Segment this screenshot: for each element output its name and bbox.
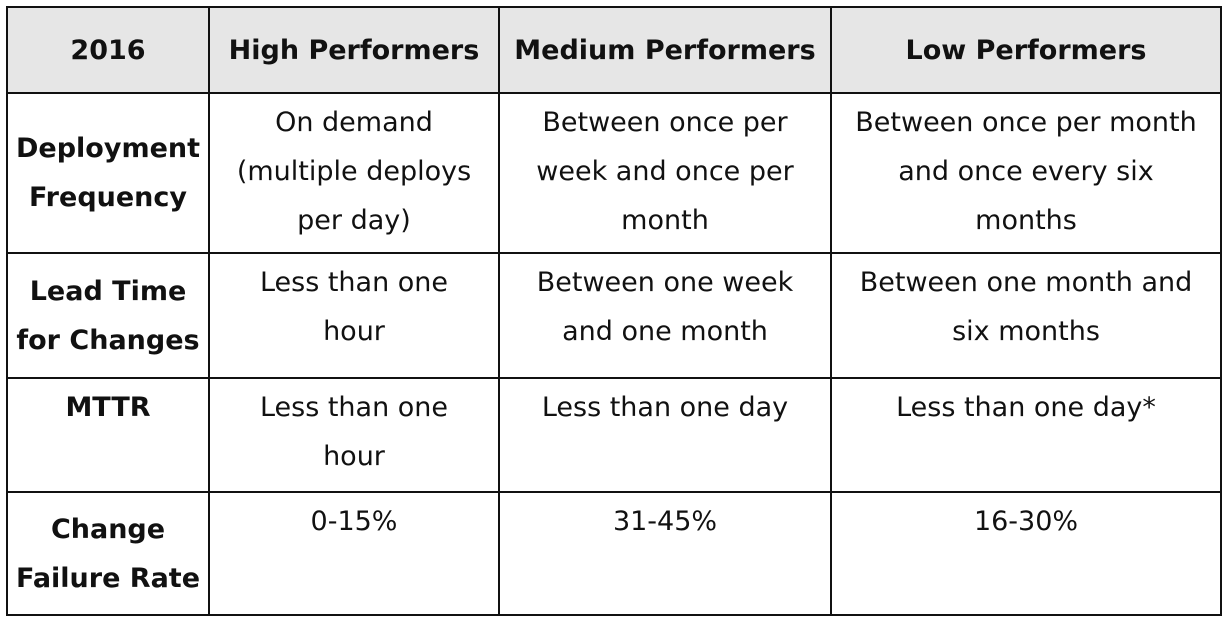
cell-line: six months — [952, 316, 1100, 347]
cell-medium: Between once per week and once per month — [498, 92, 832, 254]
cell-line: 16-30% — [973, 506, 1079, 537]
cell-line: 31-45% — [612, 506, 718, 537]
cell-line: hour — [323, 316, 385, 347]
row-label-line: for Changes — [16, 324, 200, 356]
cell-line: Between once per month — [855, 107, 1197, 138]
performance-comparison-table: 2016 High Performers Medium Performers L… — [6, 6, 1222, 616]
cell-line: Less than one day* — [896, 392, 1156, 423]
cell-line: 0-15% — [310, 506, 398, 537]
row-label: Deployment Frequency — [6, 92, 210, 254]
header-medium-performers: Medium Performers — [498, 6, 832, 94]
cell-medium: 31-45% — [498, 491, 832, 616]
header-low-performers: Low Performers — [830, 6, 1222, 94]
cell-line: month — [621, 205, 709, 236]
cell-low: Between one month and six months — [830, 252, 1222, 379]
cell-high: 0-15% — [208, 491, 500, 616]
cell-low: Between once per month and once every si… — [830, 92, 1222, 254]
row-label: MTTR — [6, 377, 210, 493]
row-label: Lead Time for Changes — [6, 252, 210, 379]
cell-line: On demand — [275, 107, 433, 138]
row-label-line: Lead Time — [29, 275, 187, 307]
cell-line: Between one month and — [859, 267, 1193, 298]
cell-line: week and once per — [536, 156, 794, 187]
cell-line: Less than one — [259, 267, 449, 298]
row-label-line: MTTR — [65, 392, 151, 423]
cell-line: Between once per — [542, 107, 788, 138]
cell-line: and one month — [562, 316, 768, 347]
table-row-mttr: MTTR Less than one hour Less than one da… — [6, 377, 1222, 493]
table-row-lead-time: Lead Time for Changes Less than one hour… — [6, 252, 1222, 379]
cell-line: (multiple deploys — [236, 156, 472, 187]
cell-high: On demand (multiple deploys per day) — [208, 92, 500, 254]
cell-medium: Less than one day — [498, 377, 832, 493]
table-row-deployment-frequency: Deployment Frequency On demand (multiple… — [6, 92, 1222, 254]
cell-low: Less than one day* — [830, 377, 1222, 493]
header-year: 2016 — [6, 6, 210, 94]
cell-high: Less than one hour — [208, 377, 500, 493]
row-label-line: Change — [50, 513, 166, 545]
cell-line: Less than one — [259, 392, 449, 423]
cell-line: Between one week — [536, 267, 794, 298]
cell-low: 16-30% — [830, 491, 1222, 616]
cell-high: Less than one hour — [208, 252, 500, 379]
header-row: 2016 High Performers Medium Performers L… — [6, 6, 1222, 94]
row-label-line: Frequency — [28, 182, 188, 213]
row-label-line: Deployment — [15, 133, 201, 164]
row-label: Change Failure Rate — [6, 491, 210, 616]
table-row-change-failure-rate: Change Failure Rate 0-15% 31-45% 16-30% — [6, 491, 1222, 616]
cell-line: months — [975, 205, 1077, 236]
cell-line: per day) — [297, 205, 411, 236]
cell-line: hour — [323, 441, 385, 472]
header-high-performers: High Performers — [208, 6, 500, 94]
cell-line: Less than one day — [541, 392, 789, 423]
cell-medium: Between one week and one month — [498, 252, 832, 379]
row-label-line: Failure Rate — [15, 562, 201, 594]
cell-line: and once every six — [898, 156, 1154, 187]
